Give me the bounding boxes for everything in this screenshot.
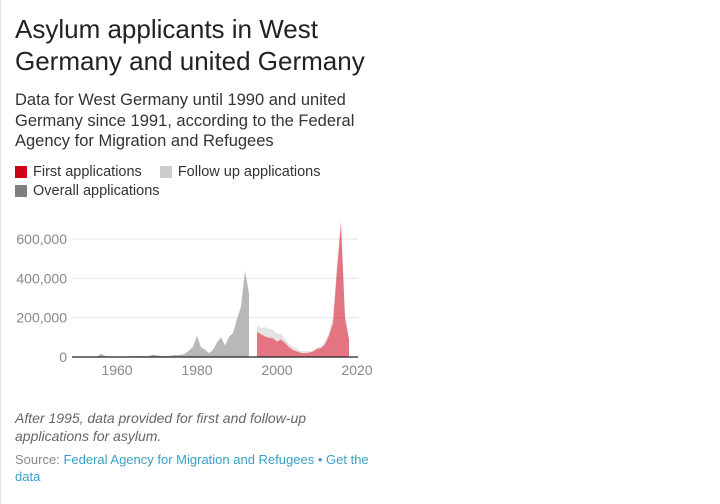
legend-label: First applications bbox=[33, 164, 142, 180]
legend-swatch-first bbox=[15, 166, 27, 178]
get-data-link[interactable]: Get the data bbox=[15, 452, 369, 484]
y-tick-label: 200,000 bbox=[16, 310, 67, 326]
source-label: Source: bbox=[15, 452, 60, 467]
legend-label: Follow up applications bbox=[177, 164, 321, 180]
legend: First applications Follow up application… bbox=[15, 163, 355, 201]
x-tick-label: 1980 bbox=[181, 362, 212, 378]
source-line: Source: Federal Agency for Migration and… bbox=[15, 451, 375, 485]
legend-item-follow: Follow up applications bbox=[159, 163, 321, 181]
legend-item-overall: Overall applications bbox=[15, 182, 160, 200]
source-link[interactable]: Federal Agency for Migration and Refugee… bbox=[63, 452, 315, 467]
chart-note: After 1995, data provided for first and … bbox=[15, 410, 307, 444]
x-tick-label: 2020 bbox=[341, 362, 372, 378]
separator: • bbox=[317, 452, 323, 467]
x-tick-label: 2000 bbox=[261, 362, 292, 378]
y-tick-label: 600,000 bbox=[16, 231, 67, 247]
chart-subtitle: Data for West Germany until 1990 and uni… bbox=[15, 91, 355, 150]
chart-title: Asylum applicants in West Germany and un… bbox=[15, 14, 365, 76]
legend-swatch-follow bbox=[159, 166, 172, 178]
legend-label: Overall applications bbox=[33, 183, 160, 199]
y-tick-label: 0 bbox=[59, 349, 67, 365]
x-tick-label: 1960 bbox=[101, 362, 132, 378]
legend-item-first: First applications bbox=[15, 163, 142, 181]
legend-swatch-overall bbox=[15, 185, 27, 197]
follow-up-applications-area bbox=[257, 218, 349, 354]
y-tick-label: 400,000 bbox=[16, 270, 67, 286]
overall-applications-area bbox=[89, 270, 249, 357]
first-applications-area bbox=[257, 223, 349, 357]
